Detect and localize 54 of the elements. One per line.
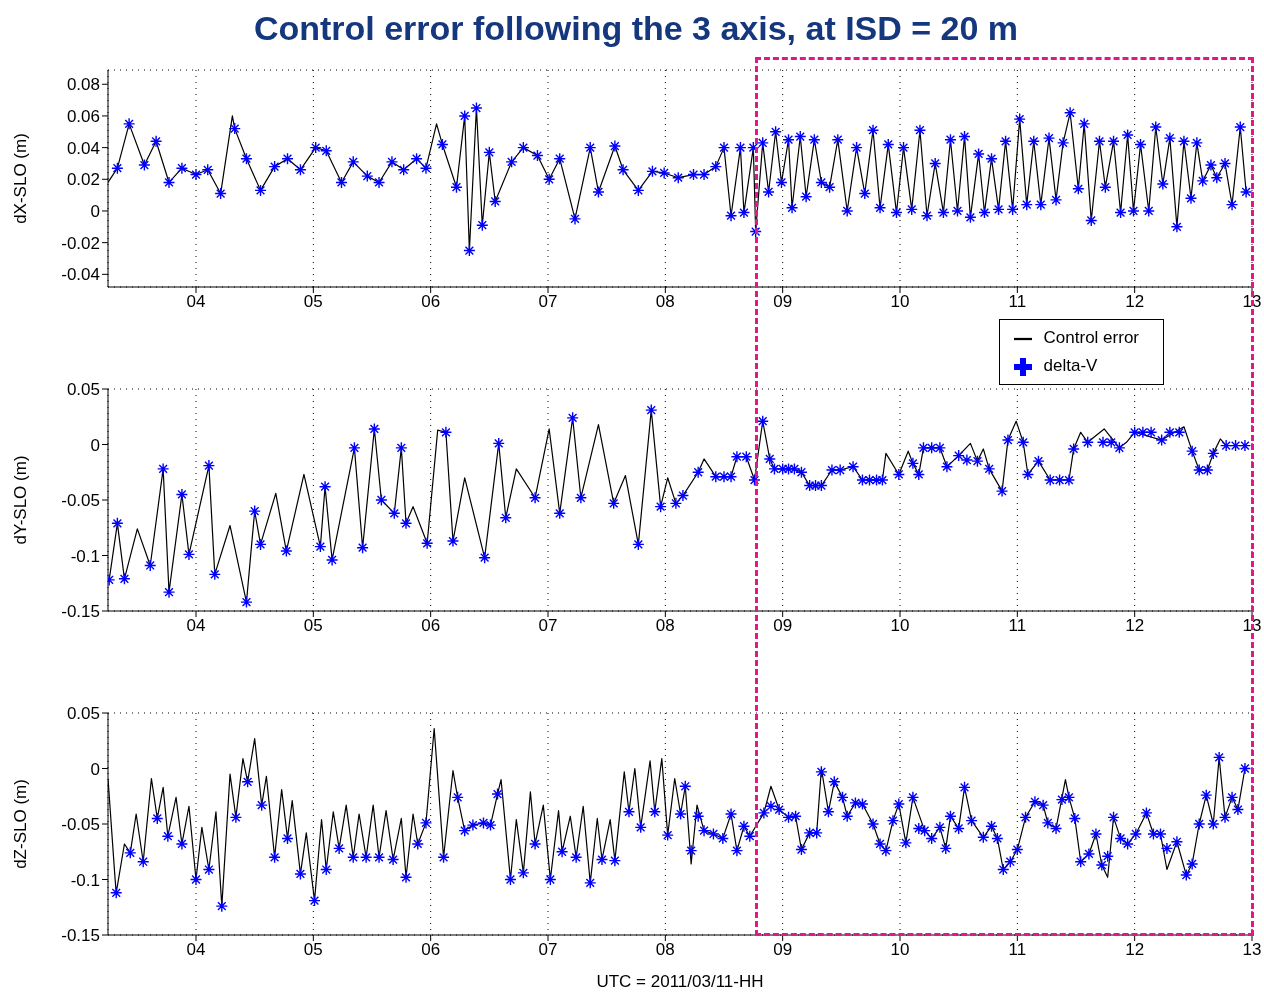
x-tick-label: 10 [890,292,910,312]
x-tick-label: 13 [1242,616,1262,636]
x-tick-label: 10 [890,616,910,636]
y-tick-label: 0 [90,435,100,455]
x-tick-label: 04 [186,616,206,636]
y-tick-label: -0.05 [61,491,100,511]
x-tick-label: 10 [890,940,910,960]
x-tick-label: 11 [1008,940,1027,960]
y-tick-label: 0 [90,202,100,222]
chart-title: Control error following the 3 axis, at ISD = 20 m [252,8,1020,49]
x-tick-label: 07 [538,292,558,312]
x-tick-label: 04 [186,940,206,960]
x-tick-label: 13 [1242,940,1262,960]
y-tick-label: -0.05 [61,815,100,835]
y-tick-label: 0.04 [66,138,100,158]
x-tick-label: 05 [303,292,323,312]
y-tick-label: 0.02 [66,170,100,190]
x-tick-label: 07 [538,940,558,960]
x-tick-label: 08 [655,940,675,960]
x-tick-label: 13 [1242,292,1262,312]
x-tick-label: 07 [538,616,558,636]
x-tick-label: 05 [303,940,323,960]
x-tick-label: 04 [186,292,206,312]
y-tick-label: -0.15 [61,926,100,946]
x-axis-title: UTC = 2011/03/11-HH [596,972,764,991]
y-axis-title: dY-SLO (m) [11,455,31,545]
y-axis-title: dZ-SLO (m) [11,779,31,869]
x-tick-label: 06 [421,616,441,636]
y-tick-label: 0.06 [66,106,100,126]
x-tick-label: 08 [655,292,675,312]
x-tick-label: 12 [1125,940,1145,960]
legend-label: delta-V [1043,356,1098,375]
x-tick-label: 05 [303,616,323,636]
y-tick-label: 0 [90,759,100,779]
x-tick-label: 09 [773,940,793,960]
x-tick-label: 12 [1125,616,1145,636]
x-tick-label: 11 [1008,616,1027,636]
x-tick-label: 06 [421,940,441,960]
y-tick-label: -0.1 [70,870,100,890]
x-tick-label: 12 [1125,292,1145,312]
y-tick-label: 0.08 [66,75,100,95]
y-tick-label: 0.05 [66,704,100,724]
x-tick-label: 09 [773,616,793,636]
x-tick-label: 06 [421,292,441,312]
x-tick-label: 08 [655,616,675,636]
y-tick-label: -0.1 [70,546,100,566]
y-axis-title: dX-SLO (m) [11,133,31,224]
y-tick-label: 0.05 [66,380,100,400]
y-tick-label: -0.15 [61,602,100,622]
x-tick-label: 11 [1008,292,1027,312]
x-tick-label: 09 [773,292,793,312]
legend-label: Control error [1043,328,1139,347]
y-tick-label: -0.04 [61,265,100,285]
y-tick-label: -0.02 [61,233,100,253]
